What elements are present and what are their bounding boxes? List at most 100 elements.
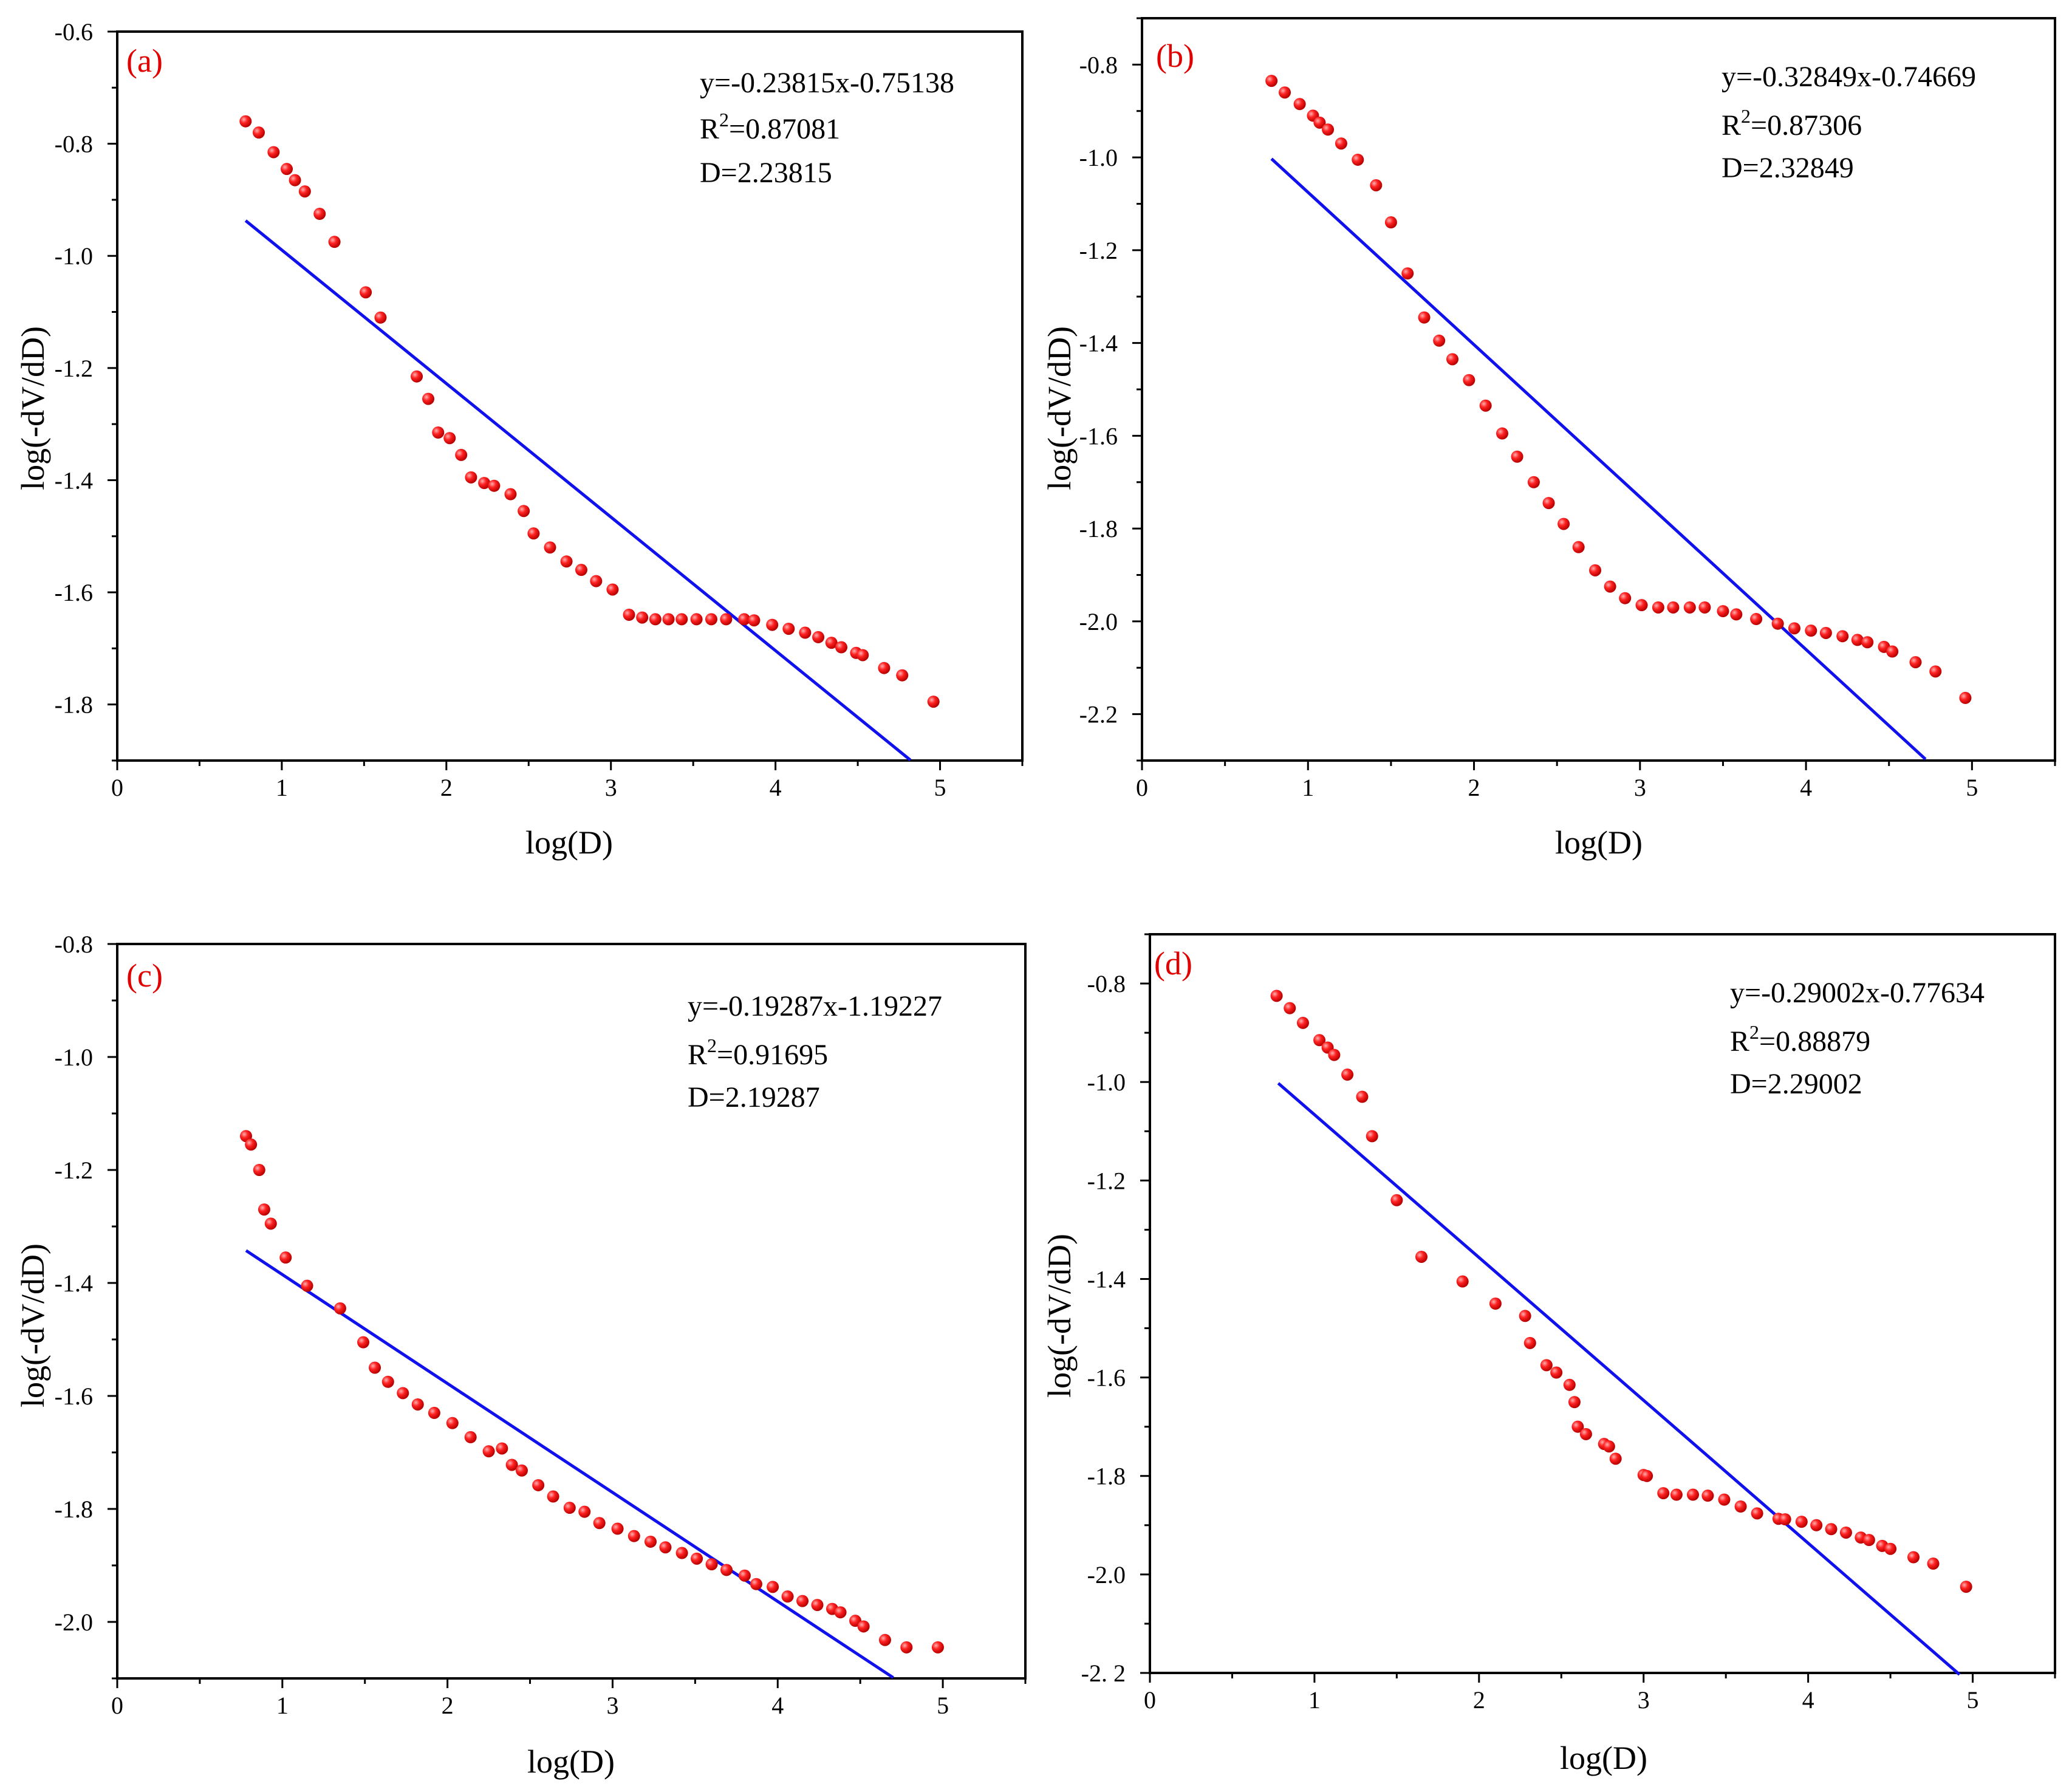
y-tick-label: -0.8	[1087, 970, 1126, 997]
y-tick-label: -1.4	[55, 1270, 93, 1297]
data-point	[766, 618, 779, 631]
fit-line	[1270, 157, 1927, 761]
data-point	[1683, 601, 1696, 614]
data-point	[1463, 374, 1475, 386]
data-point	[1479, 399, 1492, 412]
data-point	[720, 613, 733, 626]
data-point	[1523, 1336, 1536, 1349]
data-point	[1370, 179, 1383, 191]
data-point	[1328, 1048, 1341, 1061]
data-point	[799, 626, 812, 639]
x-axis-title: log(D)	[525, 824, 613, 861]
x-tick-label: 2	[1468, 774, 1480, 801]
fit-equation: y=-0.32849x-0.74669	[1722, 61, 1976, 93]
data-point	[835, 641, 847, 654]
data-point	[748, 614, 761, 627]
data-point	[252, 126, 265, 139]
data-point	[675, 1547, 688, 1559]
plot-frame	[116, 943, 1027, 1680]
panel-label: (b)	[1156, 38, 1194, 74]
r-superscript: 2	[1741, 105, 1751, 127]
x-tick-label: 2	[442, 1692, 454, 1719]
data-point	[1296, 1016, 1309, 1029]
data-point	[443, 432, 456, 445]
data-point	[1352, 153, 1364, 166]
data-point	[1851, 634, 1864, 646]
data-point	[397, 1387, 409, 1400]
data-point	[644, 1535, 657, 1548]
data-point	[1788, 622, 1800, 635]
x-tick-label: 3	[605, 774, 617, 801]
x-tick-label: 1	[276, 1692, 289, 1719]
data-point	[1641, 1469, 1653, 1482]
data-point	[488, 479, 501, 492]
x-tick-label: 4	[771, 1692, 784, 1719]
data-point	[253, 1164, 265, 1176]
data-point	[796, 1595, 809, 1607]
data-point	[900, 1641, 913, 1653]
r-symbol: R	[1722, 109, 1741, 142]
r-symbol: R	[1730, 1025, 1749, 1058]
data-point	[504, 488, 517, 501]
y-tick-label: -1.6	[1079, 422, 1118, 450]
x-tick-label: 2	[1473, 1686, 1485, 1714]
panel-label: (c)	[126, 957, 163, 994]
r-squared-value: =0.87081	[729, 113, 840, 145]
data-point	[1717, 605, 1729, 618]
data-point	[856, 649, 869, 662]
data-point	[1886, 645, 1899, 658]
y-tick-label: -1.0	[1087, 1069, 1126, 1096]
data-point	[281, 163, 293, 176]
x-tick-label: 3	[1638, 1686, 1650, 1714]
data-point	[432, 426, 445, 439]
r-symbol: R	[700, 113, 719, 145]
data-point	[374, 311, 387, 324]
data-point	[738, 1569, 751, 1582]
data-point	[1557, 518, 1570, 530]
y-axis-title: log(-dV/dD)	[1041, 1234, 1078, 1398]
panel-c: log(-dV/dD) log(D) (c) y=-0.19287x-1.192…	[15, 931, 1027, 1780]
x-tick-label: 4	[1800, 774, 1812, 801]
fit-annotation: y=-0.29002x-0.77634 R2=0.88879 D=2.29002	[1730, 977, 1985, 1100]
data-point	[1718, 1493, 1731, 1506]
data-point	[360, 286, 372, 299]
fractal-dimension: D=2.29002	[1730, 1068, 1862, 1100]
y-tick-label: -0.6	[55, 18, 93, 46]
panel-d: log(-dV/dD) log(D) (d) y=-0.29002x-0.776…	[1041, 933, 2056, 1776]
fit-line	[245, 1249, 894, 1679]
data-point	[593, 1517, 606, 1530]
data-point	[1384, 216, 1397, 229]
data-point	[1795, 1516, 1808, 1528]
y-tick-label: -1.0	[55, 242, 93, 270]
data-point	[927, 696, 940, 708]
data-point	[1751, 1507, 1763, 1520]
x-tick-label: 0	[111, 1692, 123, 1719]
x-tick-label: 5	[1966, 774, 1978, 801]
y-tick-label: -1.2	[55, 1157, 93, 1184]
data-point	[825, 637, 838, 649]
x-axis-title: log(D)	[1560, 1740, 1647, 1776]
x-tick-label: 1	[1302, 774, 1314, 801]
r-squared: R2=0.87081	[700, 109, 840, 145]
data-point	[606, 583, 619, 596]
data-point	[563, 1502, 576, 1514]
y-tick-label: -1.2	[1087, 1167, 1126, 1194]
y-tick-label: -1.4	[55, 467, 93, 494]
r-superscript: 2	[719, 109, 729, 131]
data-point	[1322, 123, 1335, 136]
x-tick-label: 5	[937, 1692, 949, 1719]
data-point	[301, 1279, 313, 1292]
data-point	[857, 1620, 870, 1633]
data-point	[455, 448, 468, 461]
data-point	[662, 613, 675, 626]
plot-frame	[116, 30, 1024, 762]
data-point	[264, 1217, 277, 1230]
data-point	[675, 613, 688, 626]
data-point	[1836, 630, 1849, 643]
data-point	[767, 1581, 779, 1593]
data-point	[1313, 1034, 1326, 1047]
data-point	[544, 541, 556, 554]
data-point	[1335, 137, 1347, 150]
data-point	[411, 1398, 424, 1411]
